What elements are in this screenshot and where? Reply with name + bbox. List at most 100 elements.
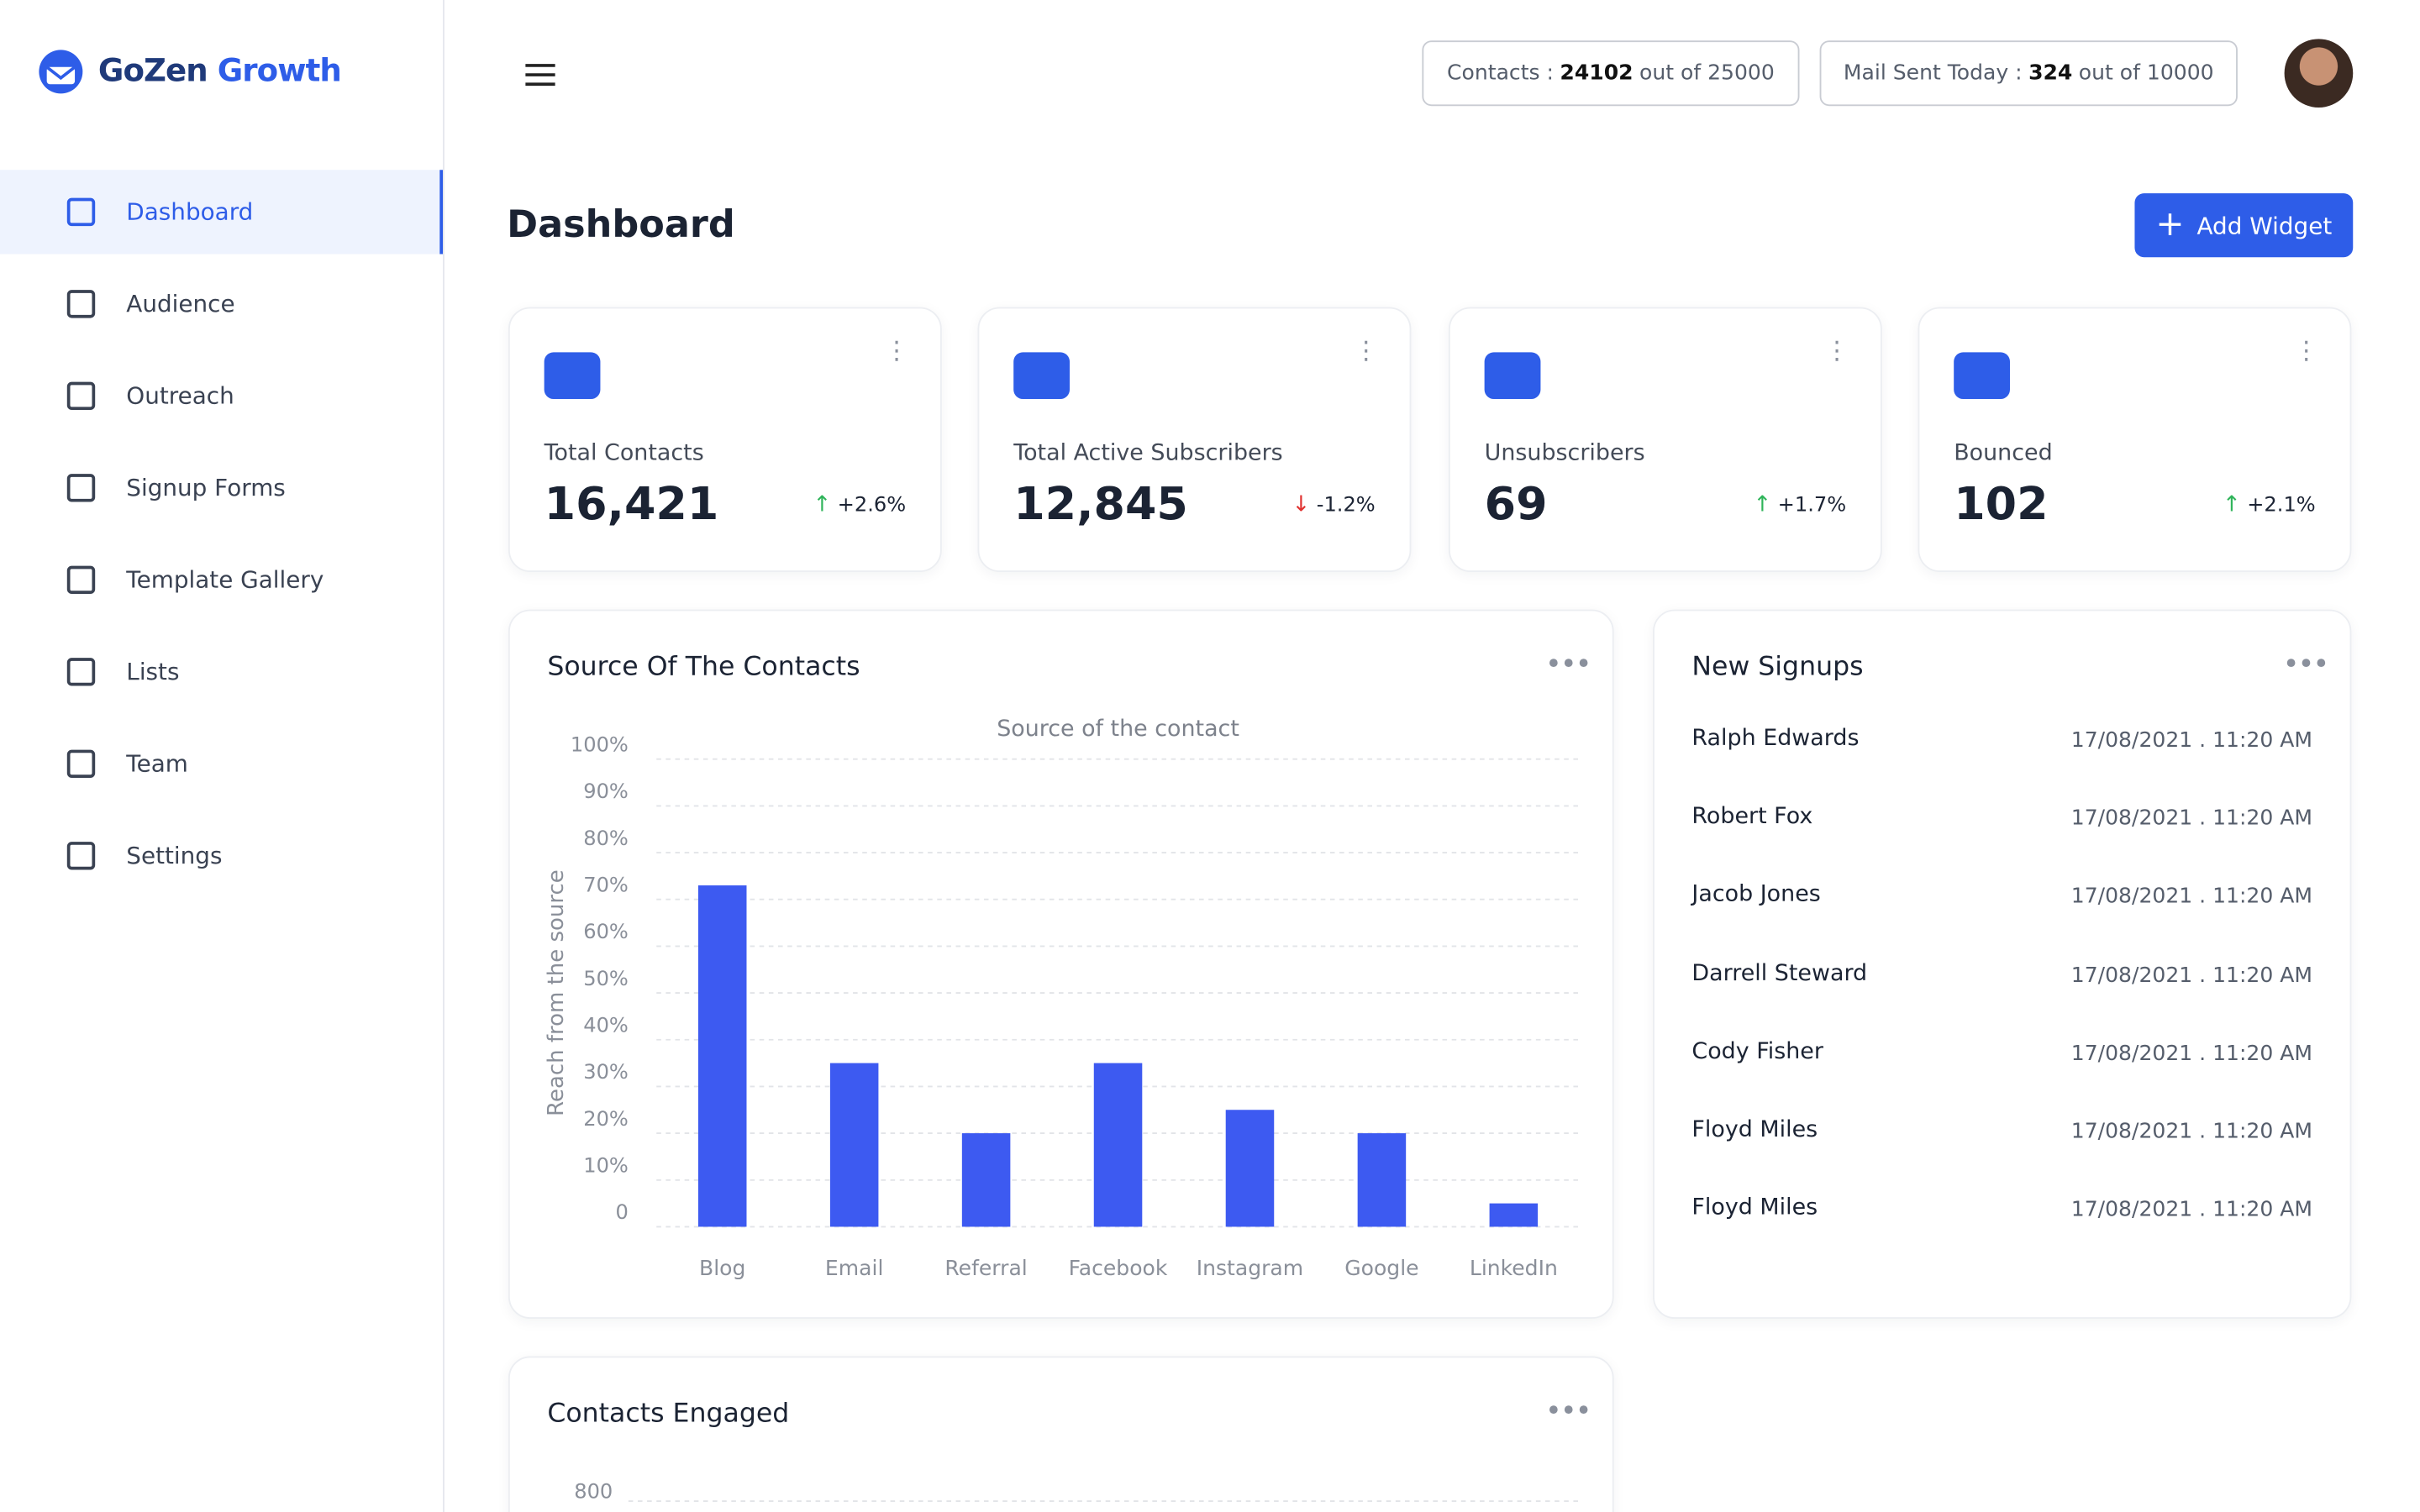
bar bbox=[1357, 1133, 1407, 1227]
stat-delta: ↑ +2.1% bbox=[2223, 492, 2316, 517]
stat-icon bbox=[544, 352, 601, 400]
nav-label: Template Gallery bbox=[126, 565, 324, 595]
nav-icon bbox=[66, 749, 96, 778]
page-title: Dashboard bbox=[507, 202, 735, 247]
signup-date: 17/08/2021 . 11:20 AM bbox=[2070, 963, 2313, 988]
y-tick-label: 90% bbox=[583, 780, 629, 803]
signup-date: 17/08/2021 . 11:20 AM bbox=[2070, 1041, 2313, 1066]
quota-value: 324 bbox=[2028, 60, 2073, 87]
nav-label: Lists bbox=[126, 658, 180, 686]
trend-arrow: ↑ bbox=[813, 492, 832, 518]
stat-icon bbox=[1484, 352, 1541, 400]
x-tick-label: LinkedIn bbox=[1470, 1256, 1558, 1280]
stat-card: ⋮ Unsubscribers 69 ↑ +1.7% bbox=[1448, 307, 1882, 573]
signup-name: Jacob Jones bbox=[1691, 883, 1821, 908]
trend-arrow: ↓ bbox=[1292, 492, 1311, 518]
bar bbox=[1489, 1203, 1539, 1227]
x-tick-label: Email bbox=[825, 1256, 884, 1280]
delta-value: +2.6% bbox=[837, 493, 907, 517]
signup-name: Robert Fox bbox=[1691, 804, 1813, 830]
engaged-card: Contacts Engaged ••• 800 bbox=[508, 1356, 1614, 1512]
x-tick-label: Facebook bbox=[1069, 1256, 1168, 1280]
nav-item[interactable]: Outreach bbox=[0, 354, 443, 438]
stat-card: ⋮ Total Contacts 16,421 ↑ +2.6% bbox=[508, 307, 942, 573]
nav-label: Dashboard bbox=[126, 197, 254, 227]
y-tick-label: 20% bbox=[583, 1107, 629, 1131]
nav-item[interactable]: Dashboard bbox=[0, 170, 444, 255]
nav-label: Settings bbox=[126, 842, 223, 870]
button-label: Add Widget bbox=[2196, 211, 2333, 239]
stat-delta: ↑ +1.7% bbox=[1753, 492, 1846, 517]
y-tick-label: 40% bbox=[583, 1013, 629, 1037]
quota-suffix: out of 10000 bbox=[2078, 60, 2214, 87]
card-menu[interactable]: ••• bbox=[1544, 648, 1591, 681]
y-axis-label: Reach from the source bbox=[544, 869, 569, 1116]
quota-value: 24102 bbox=[1560, 60, 1634, 87]
nav-item[interactable]: Team bbox=[0, 722, 443, 806]
engaged-chart: 800 bbox=[574, 1479, 1580, 1503]
signup-date: 17/08/2021 . 11:20 AM bbox=[2070, 727, 2313, 753]
stat-label: Total Contacts bbox=[544, 441, 704, 466]
delta-value: +1.7% bbox=[1777, 493, 1847, 517]
nav-item[interactable]: Audience bbox=[0, 262, 443, 346]
delta-value: +2.1% bbox=[2247, 493, 2316, 517]
trend-arrow: ↑ bbox=[1753, 492, 1772, 518]
menu-button[interactable] bbox=[524, 62, 559, 87]
card-menu[interactable]: ⋮ bbox=[1353, 334, 1379, 365]
nav-label: Audience bbox=[126, 290, 235, 318]
sidebar: GoZen Growth Dashboard Audience Outreach Si… bbox=[0, 0, 445, 1512]
delta-value: -1.2% bbox=[1316, 493, 1376, 517]
bar bbox=[1225, 1110, 1275, 1227]
y-tick-label: 70% bbox=[583, 873, 629, 896]
brand: GoZen Growth bbox=[97, 51, 342, 89]
bar-chart: Source of the contact Reach from the sour… bbox=[544, 716, 1580, 1280]
card-title: Source Of The Contacts bbox=[547, 651, 860, 683]
plus-icon: + bbox=[2155, 205, 2185, 244]
brand-part: Growth bbox=[217, 51, 342, 89]
nav-icon bbox=[66, 290, 96, 318]
stat-label: Unsubscribers bbox=[1484, 441, 1645, 466]
nav-item[interactable]: Template Gallery bbox=[0, 538, 443, 622]
nav-item[interactable]: Settings bbox=[0, 814, 443, 898]
bar bbox=[697, 885, 747, 1227]
signup-date: 17/08/2021 . 11:20 AM bbox=[2070, 806, 2313, 832]
stat-delta: ↑ +2.6% bbox=[813, 492, 906, 517]
stat-delta: ↓ -1.2% bbox=[1292, 492, 1376, 517]
signup-date: 17/08/2021 . 11:20 AM bbox=[2070, 884, 2313, 910]
card-menu[interactable]: ⋮ bbox=[884, 334, 909, 365]
stat-label: Bounced bbox=[1954, 441, 2053, 466]
logo-icon bbox=[39, 50, 83, 94]
signup-name: Floyd Miles bbox=[1691, 1117, 1818, 1143]
card-menu[interactable]: ••• bbox=[1544, 1394, 1591, 1428]
card-menu[interactable]: ••• bbox=[2282, 648, 2329, 681]
stat-card: ⋮ Bounced 102 ↑ +2.1% bbox=[1918, 307, 2352, 573]
card-menu[interactable]: ⋮ bbox=[1824, 334, 1849, 365]
chart-title: Source of the contact bbox=[997, 716, 1239, 742]
stat-card: ⋮ Total Active Subscribers 12,845 ↓ -1.2% bbox=[977, 307, 1412, 573]
signup-date: 17/08/2021 . 11:20 AM bbox=[2070, 1197, 2313, 1223]
brand-part: GoZen bbox=[97, 51, 208, 89]
nav-item[interactable]: Lists bbox=[0, 630, 443, 714]
card-menu[interactable]: ⋮ bbox=[2293, 334, 2319, 365]
x-tick-label: Instagram bbox=[1197, 1256, 1303, 1280]
nav-icon bbox=[66, 381, 96, 411]
y-tick-label: 10% bbox=[583, 1153, 629, 1177]
nav-label: Team bbox=[126, 749, 188, 778]
signup-name: Floyd Miles bbox=[1691, 1195, 1818, 1221]
signup-date: 17/08/2021 . 11:20 AM bbox=[2070, 1119, 2313, 1145]
nav-label: Outreach bbox=[126, 381, 234, 411]
x-tick-label: Blog bbox=[699, 1256, 745, 1280]
avatar[interactable] bbox=[2284, 39, 2354, 108]
y-tick-label: 800 bbox=[574, 1479, 613, 1503]
nav-item[interactable]: Signup Forms bbox=[0, 446, 443, 530]
y-tick-label: 30% bbox=[583, 1060, 629, 1084]
nav-icon bbox=[66, 474, 96, 502]
signups-card: New Signups ••• Ralph Edwards 17/08/2021 … bbox=[1653, 609, 2352, 1319]
stat-value: 69 bbox=[1484, 476, 1548, 530]
contacts-quota: Contacts :24102 out of 25000 bbox=[1422, 40, 1800, 107]
add-widget-button[interactable]: + Add Widget bbox=[2134, 193, 2354, 258]
card-title: New Signups bbox=[1691, 651, 1864, 683]
chart-card: Source Of The Contacts ••• Source of the… bbox=[508, 609, 1614, 1319]
signup-name: Ralph Edwards bbox=[1691, 726, 1860, 752]
